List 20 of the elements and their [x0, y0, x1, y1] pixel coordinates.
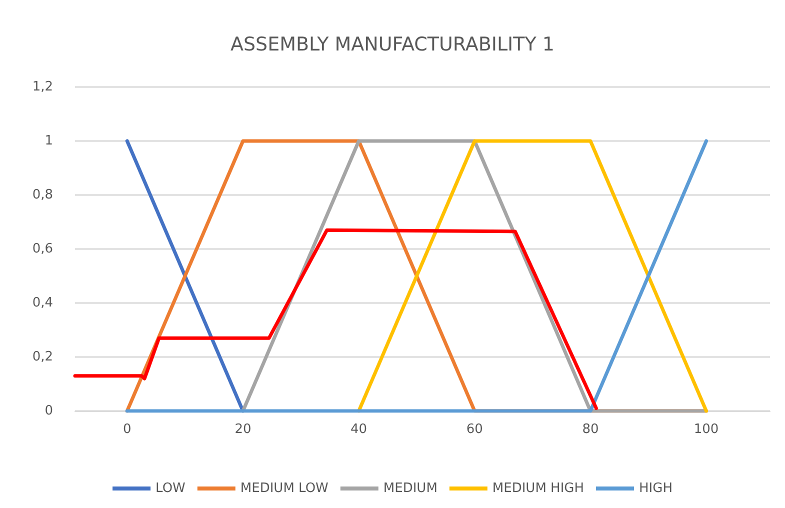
y-tick-label: 0,6 — [32, 242, 53, 256]
x-tick-label: 100 — [694, 422, 719, 437]
y-tick-label: 1,2 — [32, 80, 53, 94]
y-tick-label: 0,8 — [32, 188, 53, 202]
legend-label: HIGH — [639, 481, 672, 496]
x-tick-label: 0 — [122, 422, 132, 437]
chart-title: ASSEMBLY MANUFACTURABILITY 1 — [230, 34, 554, 56]
x-tick-label: 80 — [582, 422, 599, 437]
y-tick-label: 0,2 — [32, 350, 53, 364]
x-tick-label: 40 — [350, 422, 368, 437]
x-tick-label: 20 — [234, 422, 252, 437]
line-series — [73, 228, 598, 410]
y-tick-label: 1 — [44, 134, 53, 148]
legend-label: MEDIUM LOW — [240, 481, 329, 496]
x-tick-label: 60 — [466, 422, 483, 437]
y-tick-label: 0,4 — [32, 296, 53, 310]
legend-label: LOW — [156, 481, 186, 496]
legend-label: MEDIUM HIGH — [492, 481, 584, 496]
y-tick-label: 0 — [44, 404, 53, 418]
legend-label: MEDIUM — [383, 481, 438, 496]
